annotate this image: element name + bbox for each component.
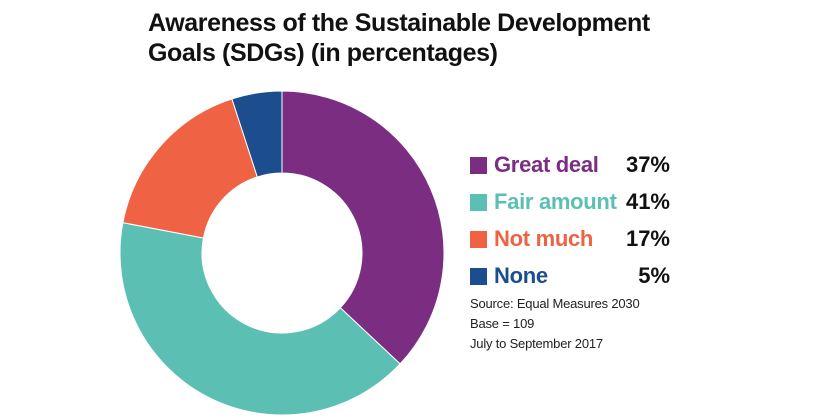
legend-item-not-much: Not much 17% [470, 224, 670, 261]
legend-value-great-deal: 37% [625, 152, 670, 177]
legend-item-none: None 5% [470, 261, 670, 298]
chart-title: Awareness of the Sustainable Development… [148, 8, 650, 68]
legend-value-none: 5% [638, 263, 670, 288]
donut-slice-great-deal [281, 90, 445, 365]
legend-label-not-much: Not much [494, 226, 594, 251]
chart-legend: Great deal 37% Fair amount 41% Not much … [470, 150, 670, 298]
source-note: Source: Equal Measures 2030 Base = 109 J… [470, 294, 640, 354]
legend-swatch-not-much [470, 231, 487, 248]
legend-label-fair-amount: Fair amount [494, 189, 617, 214]
legend-item-great-deal: Great deal 37% [470, 150, 670, 187]
chart-title-line-1: Awareness of the Sustainable Development [148, 9, 650, 37]
legend-label-great-deal: Great deal [494, 152, 599, 177]
legend-value-not-much: 17% [625, 226, 670, 251]
legend-swatch-fair-amount [470, 194, 487, 211]
chart-title-line-2: Goals (SDGs) (in percentages) [148, 39, 498, 67]
donut-slice-none [231, 90, 283, 178]
donut-slice-fair-amount [119, 222, 401, 416]
legend-label-none: None [494, 263, 548, 288]
base-line: Base = 109 [470, 316, 535, 331]
legend-swatch-great-deal [470, 157, 487, 174]
date-range-line: July to September 2017 [470, 336, 603, 351]
legend-swatch-none [470, 268, 487, 285]
donut-slices [119, 90, 445, 416]
donut-slice-not-much [122, 98, 258, 239]
legend-value-fair-amount: 41% [625, 189, 670, 214]
legend-item-fair-amount: Fair amount 41% [470, 187, 670, 224]
source-line: Source: Equal Measures 2030 [470, 296, 640, 311]
